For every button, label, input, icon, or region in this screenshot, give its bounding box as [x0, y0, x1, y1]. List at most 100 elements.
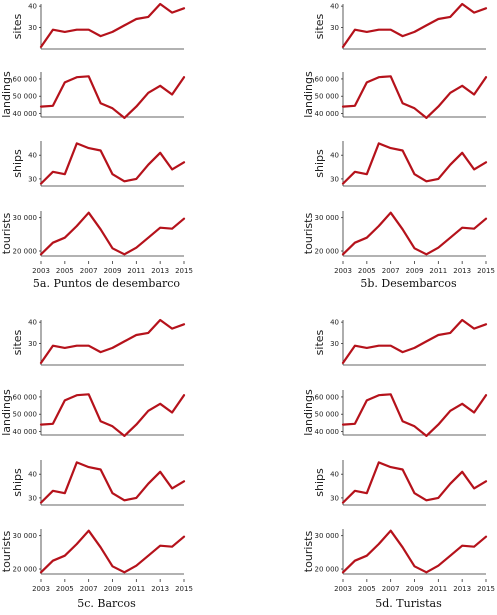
- x-tick-label: 2011: [127, 267, 145, 275]
- y-tick-label: 40 000: [13, 110, 38, 118]
- series-line-landings: [39, 75, 186, 120]
- y-tick-label: 60 000: [13, 75, 38, 83]
- series-line-landings: [39, 393, 186, 437]
- y-tick-label: 30: [28, 494, 37, 502]
- chart-caption: 5c. Barcos: [77, 597, 136, 610]
- y-tick-label: 50 000: [13, 411, 38, 419]
- series-line-tourists: [39, 211, 186, 256]
- y-tick-label: 40 000: [13, 428, 38, 436]
- x-tick-label: 2015: [477, 267, 495, 275]
- y-axis-label: landings: [302, 71, 315, 118]
- y-tick-label: 20 000: [315, 248, 340, 256]
- panel-ships: 30 40 ships: [11, 141, 186, 187]
- y-tick-label: 60 000: [13, 393, 38, 401]
- y-axis-label: tourists: [302, 531, 315, 573]
- y-tick-label: 60 000: [315, 393, 340, 401]
- y-axis-label: ships: [11, 468, 24, 497]
- y-tick-label: 30: [330, 175, 339, 183]
- y-axis-label: sites: [11, 13, 24, 39]
- y-tick-label: 30: [330, 24, 339, 32]
- series-line-tourists: [39, 529, 186, 574]
- series-line-landings: [341, 75, 488, 120]
- y-tick-label: 40: [28, 471, 37, 479]
- x-tick-label: 2011: [429, 267, 447, 275]
- y-tick-label: 40 000: [315, 110, 340, 118]
- y-axis-label: tourists: [302, 213, 315, 255]
- series-line-sites: [341, 318, 488, 364]
- panel-sites: 30 40 sites: [313, 2, 488, 50]
- y-tick-label: 20 000: [13, 566, 38, 574]
- x-tick-label: 2005: [358, 267, 376, 275]
- y-tick-label: 20 000: [315, 566, 340, 574]
- series-line-sites: [341, 2, 488, 49]
- y-tick-label: 30 000: [315, 532, 340, 540]
- series-line-ships: [39, 142, 186, 185]
- x-tick-label: 2003: [32, 267, 50, 275]
- x-tick-label: 2013: [151, 267, 169, 275]
- series-line-ships: [341, 461, 488, 504]
- y-axis-label: ships: [313, 149, 326, 178]
- x-tick-label: 2009: [104, 267, 122, 275]
- chart-caption: 5a. Puntos de desembarco: [33, 277, 181, 290]
- y-tick-label: 40: [28, 319, 37, 327]
- x-tick-label: 2005: [56, 585, 74, 593]
- y-tick-label: 50 000: [315, 411, 340, 419]
- y-tick-label: 40: [28, 3, 37, 11]
- x-tick-label: 2007: [80, 267, 98, 275]
- y-tick-label: 50 000: [315, 93, 340, 101]
- y-tick-label: 30: [28, 340, 37, 348]
- x-tick-label: 2007: [382, 585, 400, 593]
- y-tick-label: 30 000: [13, 214, 38, 222]
- x-tick-label: 2003: [334, 267, 352, 275]
- x-tick-label: 2009: [406, 585, 424, 593]
- panel-sites: 30 40 sites: [313, 318, 488, 366]
- y-tick-label: 30: [28, 24, 37, 32]
- panel-ships: 30 40 ships: [11, 460, 186, 506]
- y-tick-label: 30 000: [13, 532, 38, 540]
- panel-ships: 30 40 ships: [313, 141, 488, 187]
- y-axis-label: tourists: [0, 213, 13, 255]
- y-axis-label: landings: [302, 389, 315, 436]
- y-tick-label: 30: [330, 494, 339, 502]
- panel-ships: 30 40 ships: [313, 460, 488, 506]
- y-axis-label: sites: [11, 329, 24, 355]
- y-axis-label: landings: [0, 389, 13, 436]
- y-tick-label: 40: [330, 319, 339, 327]
- x-tick-label: 2015: [477, 585, 495, 593]
- x-tick-label: 2007: [80, 585, 98, 593]
- x-tick-label: 2009: [104, 585, 122, 593]
- x-tick-label: 2015: [175, 585, 193, 593]
- x-tick-label: 2011: [127, 585, 145, 593]
- chart-caption: 5d. Turistas: [375, 597, 442, 610]
- x-tick-label: 2005: [56, 267, 74, 275]
- series-line-tourists: [341, 529, 488, 574]
- chart-caption: 5b. Desembarcos: [360, 277, 457, 290]
- panel-sites: 30 40 sites: [11, 318, 186, 366]
- y-tick-label: 60 000: [315, 75, 340, 83]
- y-tick-label: 50 000: [13, 93, 38, 101]
- series-line-tourists: [341, 211, 488, 256]
- x-tick-label: 2007: [382, 267, 400, 275]
- y-tick-label: 30 000: [315, 214, 340, 222]
- y-tick-label: 40: [330, 3, 339, 11]
- x-tick-label: 2011: [429, 585, 447, 593]
- x-tick-label: 2013: [453, 267, 471, 275]
- y-tick-label: 20 000: [13, 248, 38, 256]
- x-tick-label: 2005: [358, 585, 376, 593]
- y-tick-label: 40: [330, 471, 339, 479]
- y-tick-label: 40: [28, 152, 37, 160]
- series-line-sites: [39, 318, 186, 364]
- x-tick-label: 2003: [334, 585, 352, 593]
- series-line-ships: [341, 142, 488, 185]
- series-line-ships: [39, 461, 186, 504]
